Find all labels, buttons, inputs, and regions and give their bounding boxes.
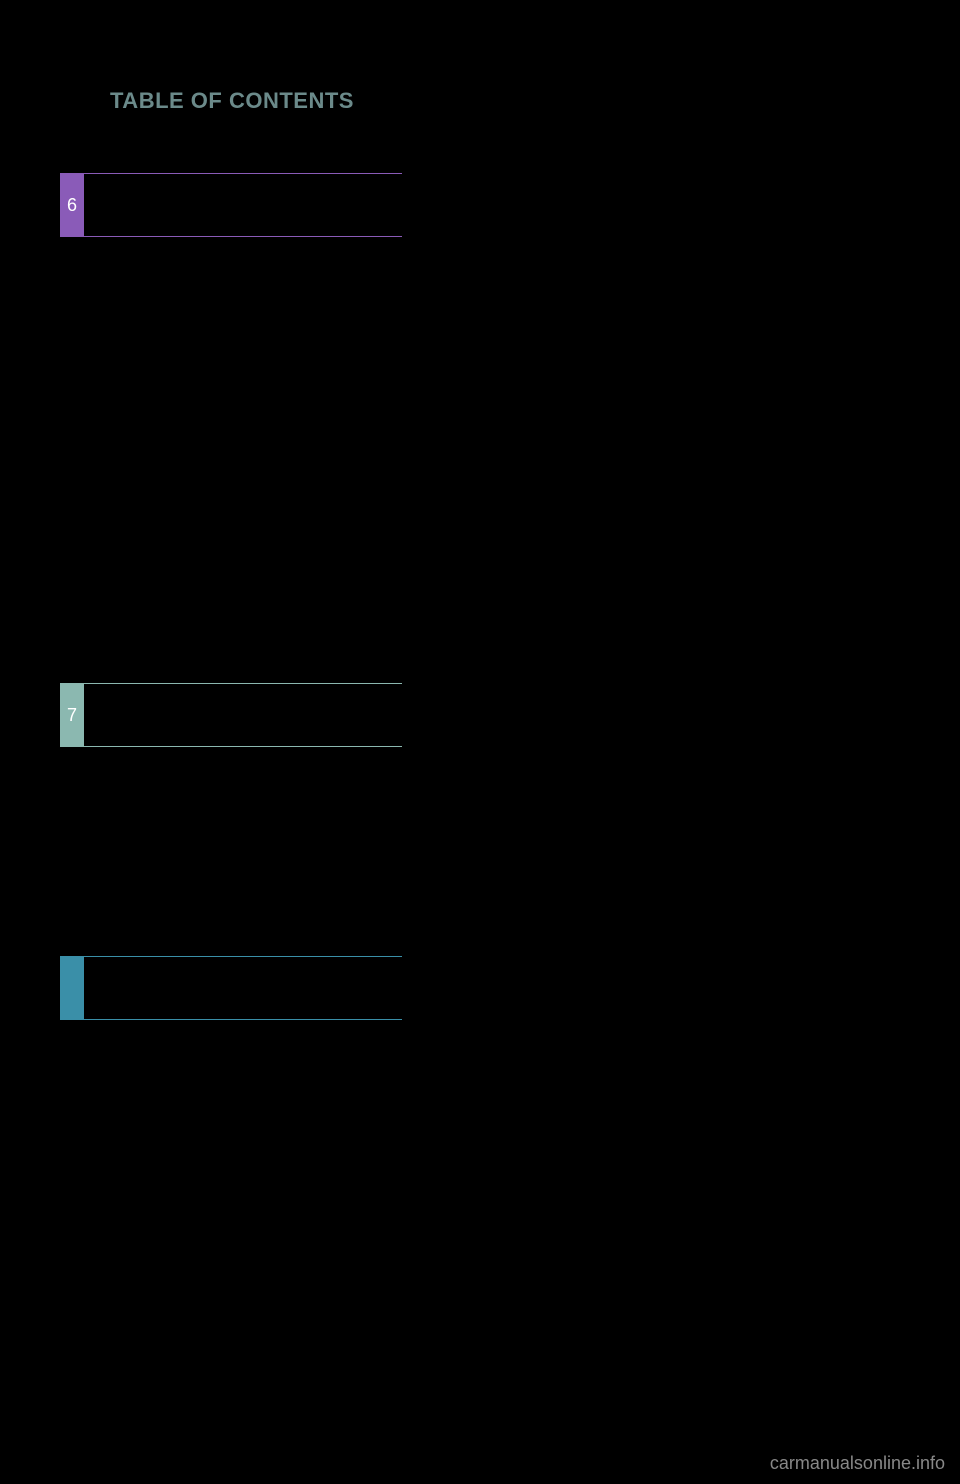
section-tab-8 bbox=[60, 957, 84, 1019]
watermark: carmanualsonline.info bbox=[770, 1453, 945, 1474]
toc-section-7: 7 bbox=[60, 683, 402, 747]
section-header bbox=[60, 956, 402, 1020]
section-header: 6 bbox=[60, 173, 402, 237]
section-header: 7 bbox=[60, 683, 402, 747]
section-tab-6: 6 bbox=[60, 174, 84, 236]
page-title: TABLE OF CONTENTS bbox=[110, 88, 354, 114]
toc-section-8 bbox=[60, 956, 402, 1020]
section-tab-7: 7 bbox=[60, 684, 84, 746]
toc-section-6: 6 bbox=[60, 173, 402, 237]
